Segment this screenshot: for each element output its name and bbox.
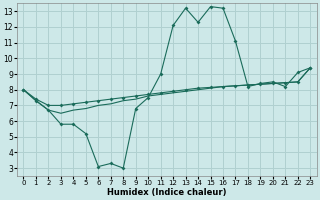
X-axis label: Humidex (Indice chaleur): Humidex (Indice chaleur) <box>107 188 227 197</box>
